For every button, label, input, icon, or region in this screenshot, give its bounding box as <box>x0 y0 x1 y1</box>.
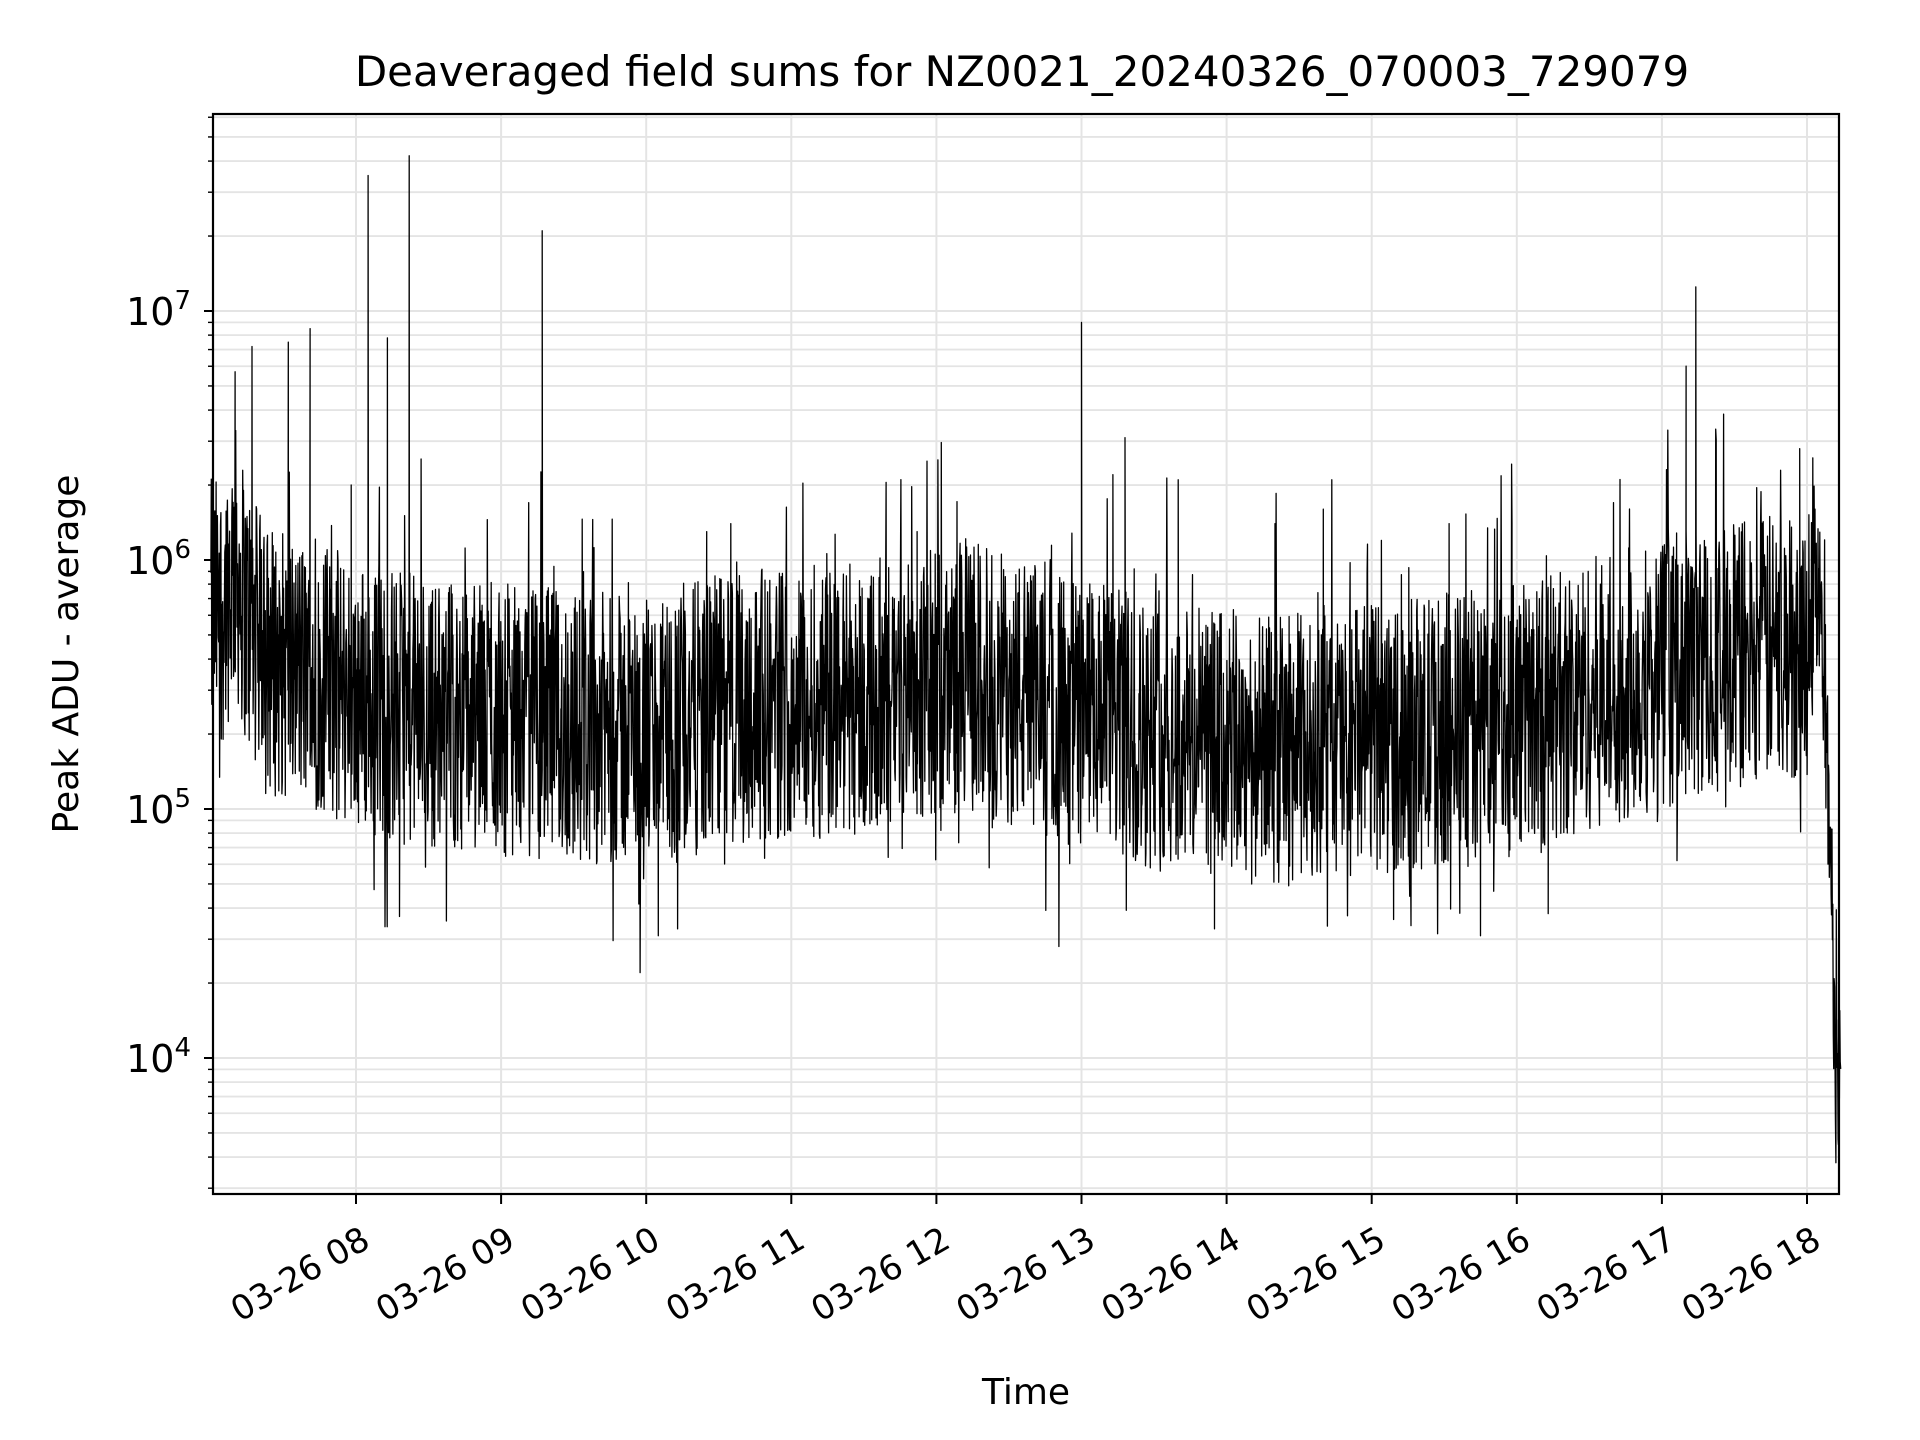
x-tick-label: 03-26 17 <box>1530 1219 1682 1330</box>
y-tick-base: 10 <box>126 539 174 583</box>
y-tick-exponent: 4 <box>174 1033 191 1063</box>
x-tick-label: 03-26 13 <box>950 1219 1102 1330</box>
x-tick-label: 03-26 16 <box>1385 1219 1537 1330</box>
x-tick-label: 03-26 14 <box>1095 1219 1247 1330</box>
y-tick-label: 104 <box>126 1033 191 1081</box>
y-tick-exponent: 6 <box>174 535 191 565</box>
chart-title: Deaveraged field sums for NZ0021_2024032… <box>355 47 1689 96</box>
y-tick-exponent: 7 <box>174 286 191 316</box>
data-line-layer <box>210 155 1842 1164</box>
x-tick-label: 03-26 12 <box>805 1219 957 1330</box>
y-axis-label: Peak ADU - average <box>46 475 87 834</box>
x-tick-label: 03-26 11 <box>659 1219 811 1330</box>
x-tick-label: 03-26 09 <box>369 1219 521 1330</box>
y-tick-label: 105 <box>126 784 191 832</box>
y-tick-base: 10 <box>126 290 174 334</box>
y-tick-label: 107 <box>126 286 191 334</box>
x-axis-label: Time <box>981 1372 1070 1413</box>
y-tick-base: 10 <box>126 1037 174 1081</box>
x-tick-label: 03-26 08 <box>224 1219 376 1330</box>
y-tick-exponent: 5 <box>174 784 191 814</box>
x-tick-label: 03-26 18 <box>1675 1219 1827 1330</box>
grid <box>213 114 1839 1194</box>
x-tick-label: 03-26 10 <box>514 1219 666 1330</box>
plot-frame <box>211 112 1841 1196</box>
y-tick-label: 106 <box>126 535 191 583</box>
y-tick-base: 10 <box>126 788 174 832</box>
x-tick-label: 03-26 15 <box>1240 1219 1392 1330</box>
series-line <box>210 155 1842 1164</box>
